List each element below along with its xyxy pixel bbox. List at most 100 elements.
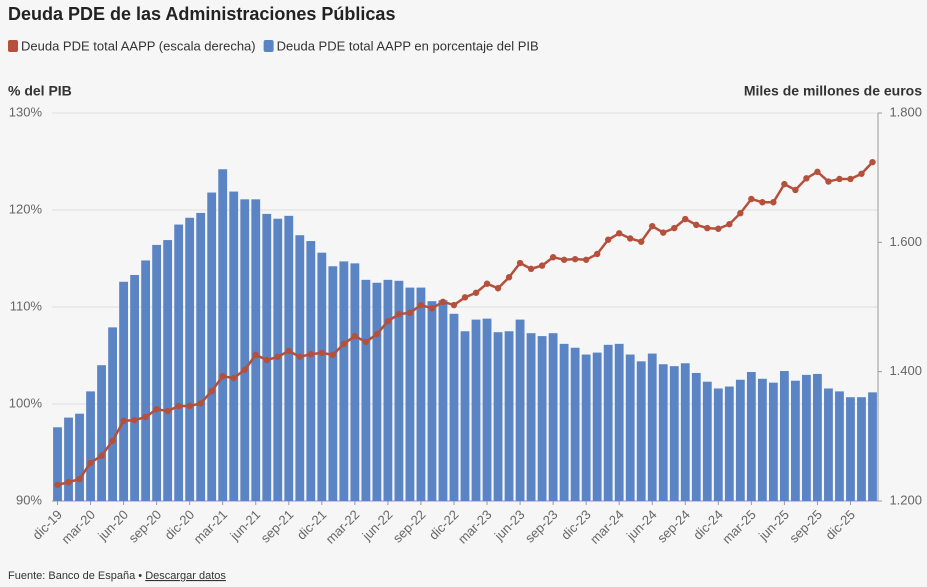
line-point [847,175,854,183]
bar [702,381,712,501]
line-point [406,309,414,317]
bar [86,391,95,501]
x-tick-label: sep-22 [390,507,429,546]
bar [691,372,701,501]
line-point [869,158,876,166]
line-point [582,256,590,263]
line-point [693,221,700,229]
bar [460,331,470,501]
x-tick-label: jun-21 [226,507,263,544]
y2-tick-label: 1.400 [889,363,922,378]
bar [449,313,459,501]
bar [394,280,404,501]
download-link[interactable]: Descargar datos [145,570,226,582]
bar [108,327,117,501]
bar [802,374,811,501]
line-point [759,199,766,206]
line-point [274,353,281,360]
bar [757,378,767,501]
x-tick-label: jun-22 [359,507,396,544]
bar [713,388,723,501]
line-point [593,250,601,258]
line-point [660,229,667,236]
line-point [318,349,326,357]
line-point [351,332,359,340]
bar [669,366,679,501]
y-tick-label: 110% [10,298,43,313]
line-point [98,452,105,459]
x-tick-label: sep-23 [522,507,561,546]
source-text: Fuente: Banco de España • [8,570,142,582]
line-point [230,374,237,382]
line-point [241,366,248,373]
bar [493,332,503,501]
line-point [450,301,458,309]
bar [581,354,591,501]
legend-label: Deuda PDE total AAPP en porcentaje del P… [277,38,539,53]
line-point [627,235,634,242]
bar [141,260,151,501]
line-point [638,238,645,245]
bar [868,392,877,501]
line-point [54,481,61,489]
bar [548,333,558,501]
bar [229,191,239,501]
bar [824,388,833,501]
bar [603,344,613,501]
line-point [571,255,579,263]
line-point [208,387,215,395]
line-point [792,186,799,194]
bar [735,379,745,501]
line-point [461,294,469,301]
x-tick-label: sep-20 [125,507,164,546]
x-tick-label: jun-23 [491,507,528,544]
line-point [340,340,348,348]
line-point [726,221,733,228]
x-tick-label: mar-21 [191,507,231,547]
line-point [858,170,865,177]
line-point [748,195,755,203]
bar [790,380,800,501]
y-tick-label: 130% [9,104,43,119]
bar [251,199,261,501]
line-point [715,225,722,232]
y2-tick-label: 1.800 [889,104,922,119]
line-point [682,215,689,223]
bar [284,215,294,501]
x-tick-label: jun-20 [94,507,131,544]
line-point [87,459,94,467]
bar [482,318,492,501]
line-point [285,347,292,355]
bar [383,279,393,501]
y2-axis-title: Miles de millones de euros [744,83,922,99]
line-point [329,351,337,359]
bar [471,319,481,501]
legend-swatch [263,40,274,52]
bar [119,281,128,501]
line-point [494,285,502,292]
bar [537,336,547,501]
bar [779,371,789,501]
y-tick-label: 90% [16,492,42,507]
bar [438,300,448,501]
bar [625,354,635,501]
y-axis-title: % del PIB [8,83,72,99]
line-point [803,175,810,182]
x-tick-label: sep-21 [258,507,297,546]
bar [295,235,305,501]
line-point [373,330,381,338]
bar [724,386,734,501]
line-point [836,175,843,183]
source: Fuente: Banco de España • Descargar dato… [8,570,226,582]
line-point [649,222,656,230]
x-tick-label: sep-24 [654,507,693,546]
line-point [263,356,270,364]
x-tick-label: sep-25 [786,507,825,546]
line-point [395,310,403,318]
line-point [153,405,160,413]
bar [163,240,173,501]
x-tick-label: mar-25 [719,507,759,547]
line-point [164,407,171,415]
bar [306,241,316,502]
bar [846,397,855,501]
